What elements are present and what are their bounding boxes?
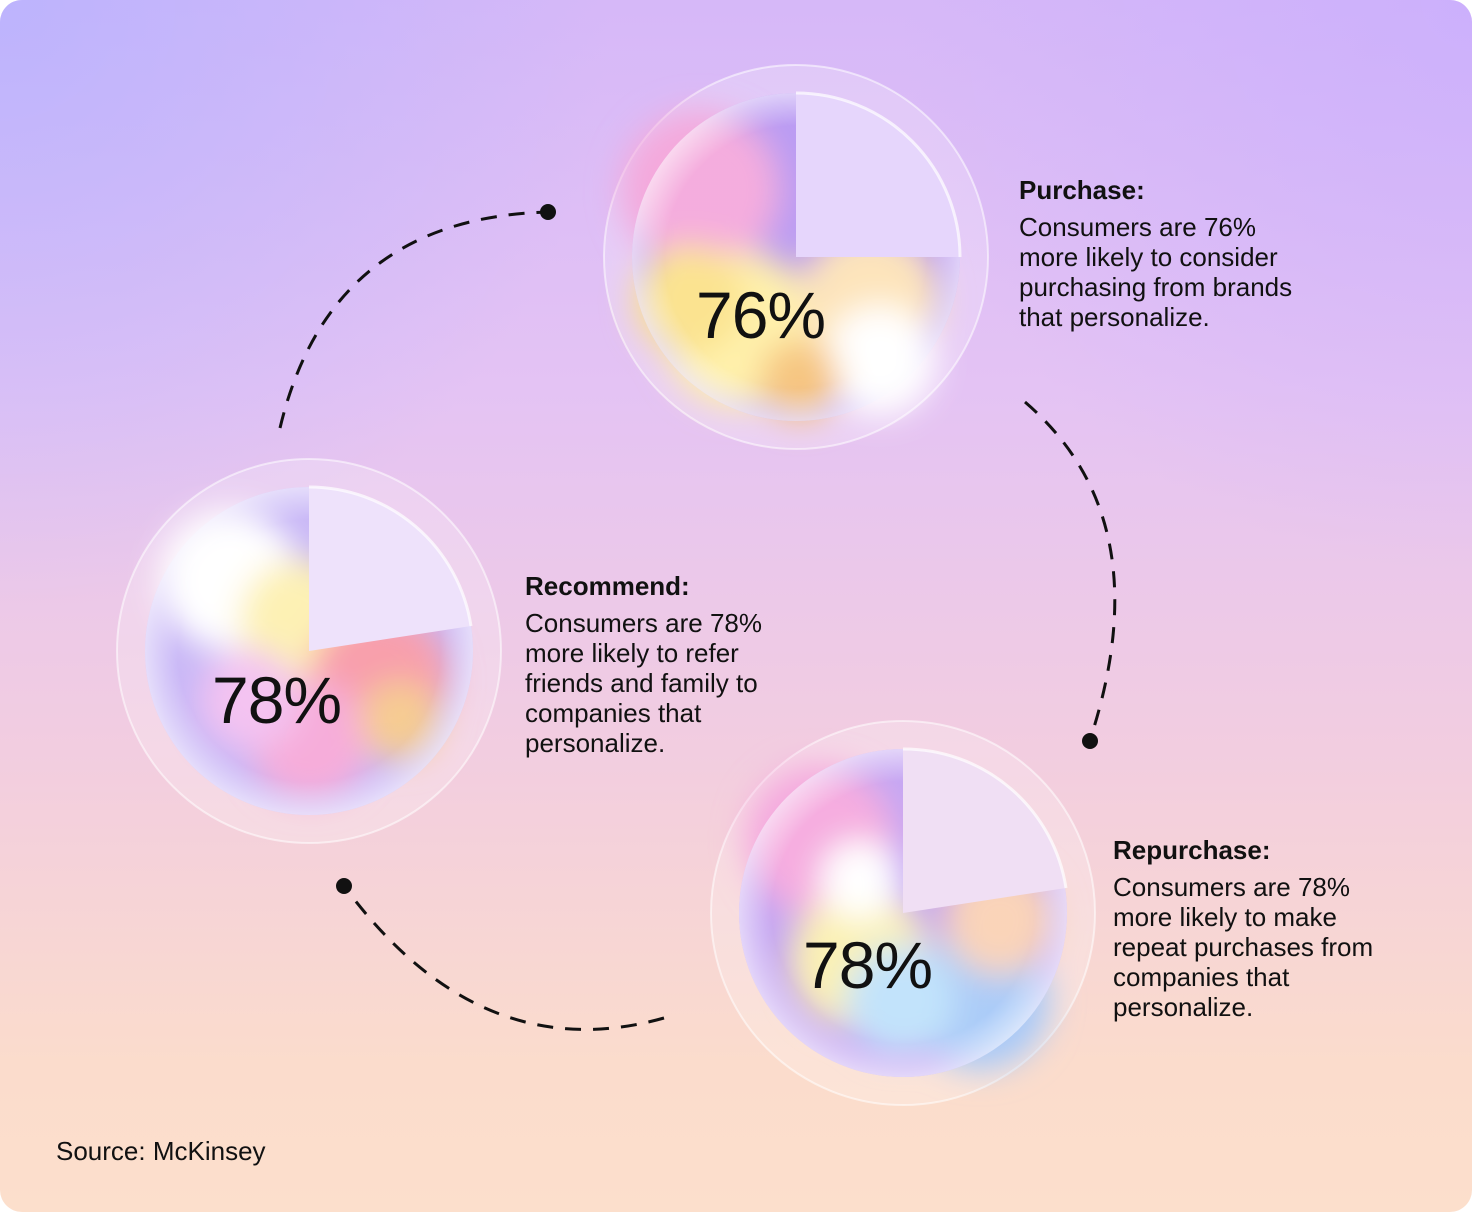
recommend-line-3: friends and family to xyxy=(525,668,758,698)
repurchase-line-3: repeat purchases from xyxy=(1113,932,1374,962)
connector-dot-recommend xyxy=(336,878,352,894)
recommend-text: Consumers are 78% more likely to refer f… xyxy=(525,608,762,758)
recommend-line-4: companies that xyxy=(525,698,702,728)
source-note: Source: McKinsey xyxy=(56,1136,266,1166)
purchase-title: Purchase: xyxy=(1019,175,1145,205)
repurchase-description: Repurchase: Consumers are 78% more likel… xyxy=(1113,834,1373,1022)
recommend-title: Recommend: xyxy=(525,571,690,601)
connector-arc-recommend-to-purchase xyxy=(278,210,549,429)
repurchase-title: Repurchase: xyxy=(1113,835,1271,865)
purchase-line-4: that personalize. xyxy=(1019,302,1210,332)
repurchase-line-1: Consumers are 78% xyxy=(1113,872,1350,902)
repurchase-percent: 78% xyxy=(803,928,933,1002)
dial-purchase xyxy=(603,64,989,450)
recommend-line-5: personalize. xyxy=(525,728,666,758)
dial-recommend xyxy=(116,458,502,844)
recommend-description: Recommend: Consumers are 78% more likely… xyxy=(525,570,762,758)
repurchase-line-5: personalize. xyxy=(1113,992,1254,1022)
purchase-percent: 76% xyxy=(696,278,826,352)
purchase-line-2: more likely to consider xyxy=(1019,242,1278,272)
purchase-line-1: Consumers are 76% xyxy=(1019,212,1256,242)
purchase-description: Purchase: Consumers are 76% more likely … xyxy=(1019,174,1292,332)
connector-dot-repurchase xyxy=(1082,733,1098,749)
purchase-text: Consumers are 76% more likely to conside… xyxy=(1019,212,1292,332)
repurchase-line-2: more likely to make xyxy=(1113,902,1337,932)
connector-arc-purchase-to-repurchase xyxy=(1024,400,1117,741)
recommend-line-1: Consumers are 78% xyxy=(525,608,762,638)
connector-arc-repurchase-to-recommend xyxy=(342,885,665,1031)
repurchase-text: Consumers are 78% more likely to make re… xyxy=(1113,872,1373,1022)
purchase-line-3: purchasing from brands xyxy=(1019,272,1293,302)
recommend-line-2: more likely to refer xyxy=(525,638,739,668)
connector-dot-purchase xyxy=(540,204,556,220)
recommend-percent: 78% xyxy=(212,663,342,737)
dial-repurchase xyxy=(710,720,1096,1106)
repurchase-line-4: companies that xyxy=(1113,962,1290,992)
